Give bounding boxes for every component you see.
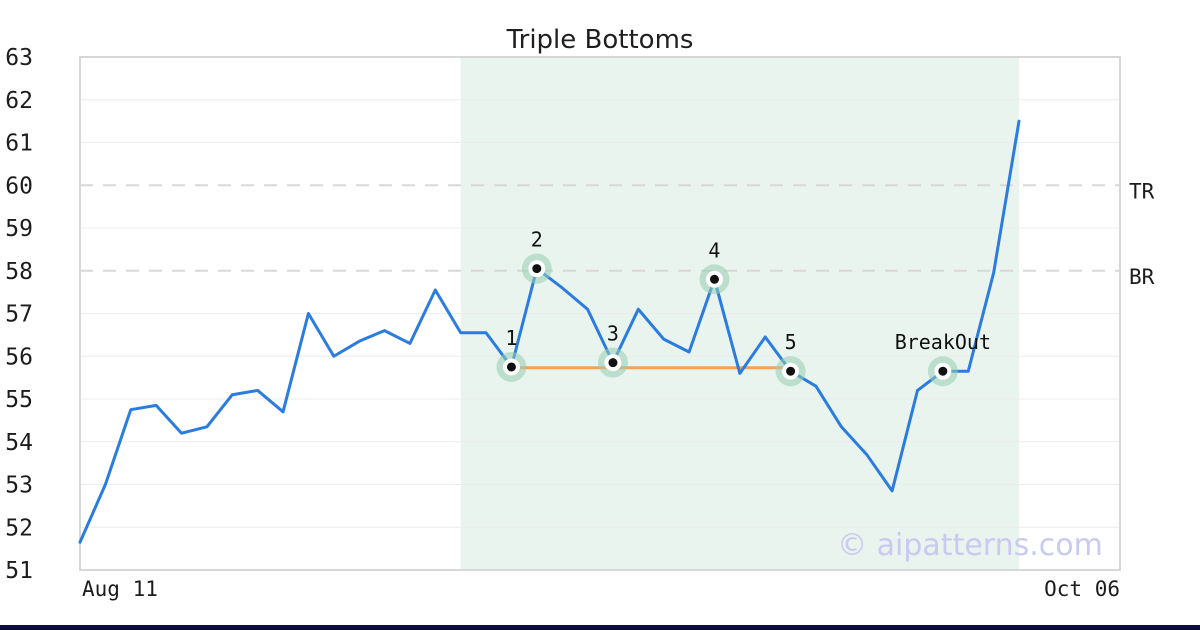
x-tick-label-right: Oct 06 bbox=[1044, 577, 1120, 601]
y-axis-tick-labels: 63 62 61 60 59 58 57 56 55 54 53 52 51 bbox=[5, 45, 33, 584]
y-tick-label: 52 bbox=[5, 515, 33, 541]
footer-bar bbox=[0, 625, 1200, 630]
y-tick-label: 51 bbox=[5, 558, 33, 584]
marker-dot bbox=[938, 366, 948, 376]
level-dashed-lines bbox=[80, 184, 1120, 272]
marker-dot bbox=[786, 366, 796, 376]
price-line bbox=[78, 119, 1021, 544]
annotation-label-5: 5 bbox=[785, 330, 797, 354]
x-tick-label-left: Aug 11 bbox=[82, 577, 158, 601]
level-labels: TR BR bbox=[1129, 179, 1155, 289]
chart-title: Triple Bottoms bbox=[506, 25, 694, 55]
annotation-label-3: 3 bbox=[607, 322, 619, 346]
level-label-tr: TR bbox=[1129, 179, 1155, 203]
marker-dot bbox=[532, 264, 542, 274]
annotation-label-4: 4 bbox=[708, 238, 720, 262]
y-tick-label: 57 bbox=[5, 302, 33, 328]
y-tick-label: 60 bbox=[5, 173, 33, 199]
pattern-markers bbox=[496, 253, 958, 387]
y-tick-label: 62 bbox=[5, 88, 33, 114]
plot-border bbox=[79, 56, 1121, 571]
y-tick-label: 54 bbox=[5, 430, 33, 456]
marker-dot bbox=[608, 358, 618, 368]
marker-dot bbox=[709, 274, 719, 284]
gridlines bbox=[80, 99, 1120, 528]
annotation-label-2: 2 bbox=[531, 228, 543, 252]
y-tick-label: 53 bbox=[5, 473, 33, 499]
y-tick-label: 58 bbox=[5, 259, 33, 285]
y-tick-label: 61 bbox=[5, 131, 33, 157]
annotation-label-1: 1 bbox=[505, 326, 517, 350]
level-label-br: BR bbox=[1129, 265, 1155, 289]
watermark: © aipatterns.com bbox=[837, 528, 1103, 563]
y-tick-label: 55 bbox=[5, 387, 33, 413]
y-tick-label: 56 bbox=[5, 344, 33, 370]
annotation-label-breakout: BreakOut bbox=[895, 330, 991, 354]
y-tick-label: 59 bbox=[5, 216, 33, 242]
marker-dot bbox=[506, 362, 516, 372]
point-annotations: 1 2 3 4 5 BreakOut bbox=[505, 228, 991, 355]
y-tick-label: 63 bbox=[5, 45, 33, 71]
